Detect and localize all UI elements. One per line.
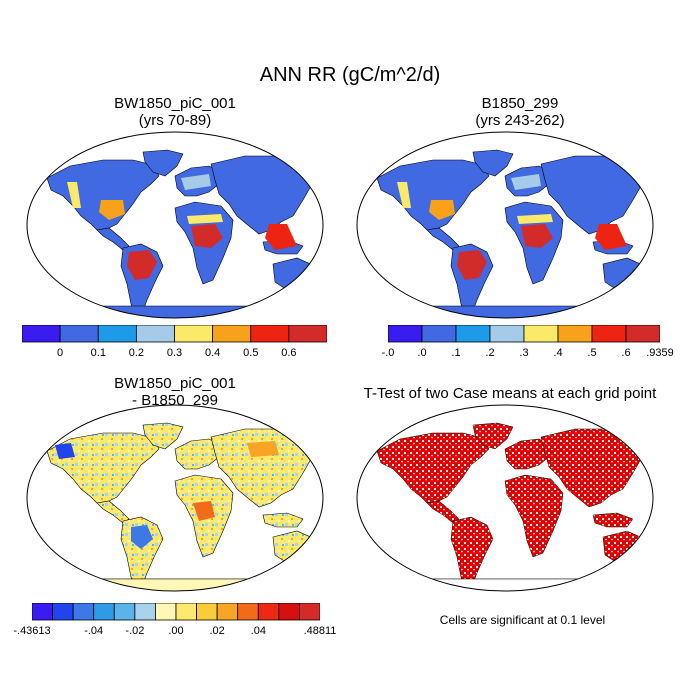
colorbar-diff-box (299, 603, 320, 621)
colorbar-case2-box (455, 325, 491, 343)
colorbar-case1-box (22, 325, 61, 343)
colorbar-case2-box (557, 325, 593, 343)
panel-title-diff-line2: - B1850_299 (132, 392, 218, 409)
colorbar-diff-tick-label: -.04 (84, 625, 104, 637)
panel-title-ttest: T-Test of two Case means at each grid po… (363, 385, 657, 402)
map-diff (26, 404, 324, 592)
west-na-diff (55, 443, 75, 459)
colorbar-case2-tick-label: .1 (451, 347, 461, 359)
colorbar-case1: 0 0.1 0.2 0.3 0.4 0.5 0.6 (22, 325, 327, 365)
colorbar-case1-box (97, 325, 137, 343)
colorbar-case2-boxes (388, 325, 660, 343)
panel-title-case2-line2: (yrs 243-262) (475, 112, 565, 129)
europe-band (511, 174, 541, 190)
panel-title-case2: B1850_299 (yrs 243-262) (370, 95, 670, 129)
colorbar-case1-tick-label: 0 (57, 347, 64, 359)
colorbar-diff-box (72, 603, 95, 621)
tropical-south-america (457, 250, 487, 280)
panel-title-diff-line1: BW1850_piC_001 (114, 375, 236, 392)
savanna-band (187, 214, 223, 224)
colorbar-case2: -.0 .0 .1 .2 .3 .4 .5 .6 .9359 (382, 325, 674, 365)
colorbar-diff-box (237, 603, 259, 621)
colorbar-case1-boxes (22, 325, 327, 343)
colorbar-diff: -.43613 -.04 -.02 .00 .02 .04 .48811 (13, 603, 336, 643)
africa-diff (193, 501, 215, 521)
colorbar-case2-tick-label: .4 (553, 347, 563, 359)
colorbar-diff-box (52, 603, 74, 621)
amazon-diff (131, 525, 153, 549)
colorbar-diff-tick-label: -.43613 (13, 625, 51, 637)
colorbar-case1-tick-label: 0.3 (166, 347, 183, 359)
west-coast-na (67, 182, 81, 208)
colorbar-diff-tick-label: .02 (209, 625, 225, 637)
significance-note: Cells are significant at 0.1 level (439, 613, 606, 627)
colorbar-case2-tick-label: .3 (519, 347, 529, 359)
colorbar-diff-box (278, 603, 300, 621)
colorbar-case2-tick-label: .9359 (646, 347, 674, 359)
colorbar-case1-box (135, 325, 175, 343)
colorbar-case1-tick-label: 0.5 (243, 347, 259, 359)
colorbar-diff-box (155, 603, 177, 621)
colorbar-case1-box (250, 325, 290, 343)
colorbar-case2-tick-label: .2 (485, 347, 495, 359)
colorbar-diff-box (113, 603, 136, 621)
colorbar-case1-tick-label: 0.1 (90, 347, 106, 359)
colorbar-case2-box (591, 325, 627, 343)
map-case2 (356, 131, 654, 319)
colorbar-diff-tick-label: .04 (250, 625, 266, 637)
eastern-usa (99, 200, 125, 220)
colorbar-case1-tick-label: 0.6 (281, 347, 297, 359)
colorbar-case1-box (174, 325, 214, 343)
map-case1 (26, 131, 324, 319)
west-coast-na (397, 182, 411, 208)
asia-diff (247, 441, 279, 457)
colorbar-case1-tick-label: 0.2 (128, 347, 145, 359)
colorbar-diff-box (257, 603, 280, 621)
main-title: ANN RR (gC/m^2/d) (259, 64, 441, 86)
tropical-south-america (127, 250, 157, 280)
map-ttest (356, 404, 654, 592)
colorbar-diff-boxes (32, 603, 320, 621)
southeast-asia (595, 224, 627, 250)
colorbar-diff-tick-label: .48811 (303, 625, 337, 637)
colorbar-diff-box (93, 603, 115, 621)
colorbar-case2-box (523, 325, 559, 343)
southeast-asia (265, 224, 297, 250)
colorbar-case2-tick-label: .6 (621, 347, 631, 359)
eastern-usa (429, 200, 455, 220)
colorbar-case2-tick-label: .5 (587, 347, 597, 359)
colorbar-case2-box (625, 325, 660, 343)
tropical-africa (191, 224, 223, 248)
colorbar-case1-tick-label: 0.4 (204, 347, 221, 359)
panel-title-case1: BW1850_piC_001 (yrs 70-89) (25, 95, 325, 129)
colorbar-case1-box (59, 325, 99, 343)
colorbar-diff-box (32, 603, 53, 621)
panel-title-case1-line1: BW1850_piC_001 (114, 95, 236, 112)
colorbar-case2-box (489, 325, 525, 343)
colorbar-diff-tick-label: .00 (168, 625, 184, 637)
colorbar-diff-box (175, 603, 197, 621)
colorbar-case2-tick-label: .0 (417, 347, 427, 359)
panel-title-diff: BW1850_piC_001 - B1850_299 (25, 375, 325, 409)
colorbar-diff-box (134, 603, 156, 621)
colorbar-diff-box (216, 603, 239, 621)
colorbar-diff-box (196, 603, 218, 621)
colorbar-case1-box (212, 325, 252, 343)
colorbar-case2-box (388, 325, 423, 343)
panel-title-case1-line2: (yrs 70-89) (138, 112, 212, 129)
colorbar-case2-box (421, 325, 457, 343)
colorbar-case2-tick-label: -.0 (381, 347, 395, 359)
europe-band (181, 174, 211, 190)
colorbar-diff-tick-label: -.02 (125, 625, 145, 637)
panel-title-case2-line1: B1850_299 (481, 95, 559, 112)
tropical-africa (521, 224, 553, 248)
colorbar-case1-box (288, 325, 327, 343)
savanna-band (517, 214, 553, 224)
